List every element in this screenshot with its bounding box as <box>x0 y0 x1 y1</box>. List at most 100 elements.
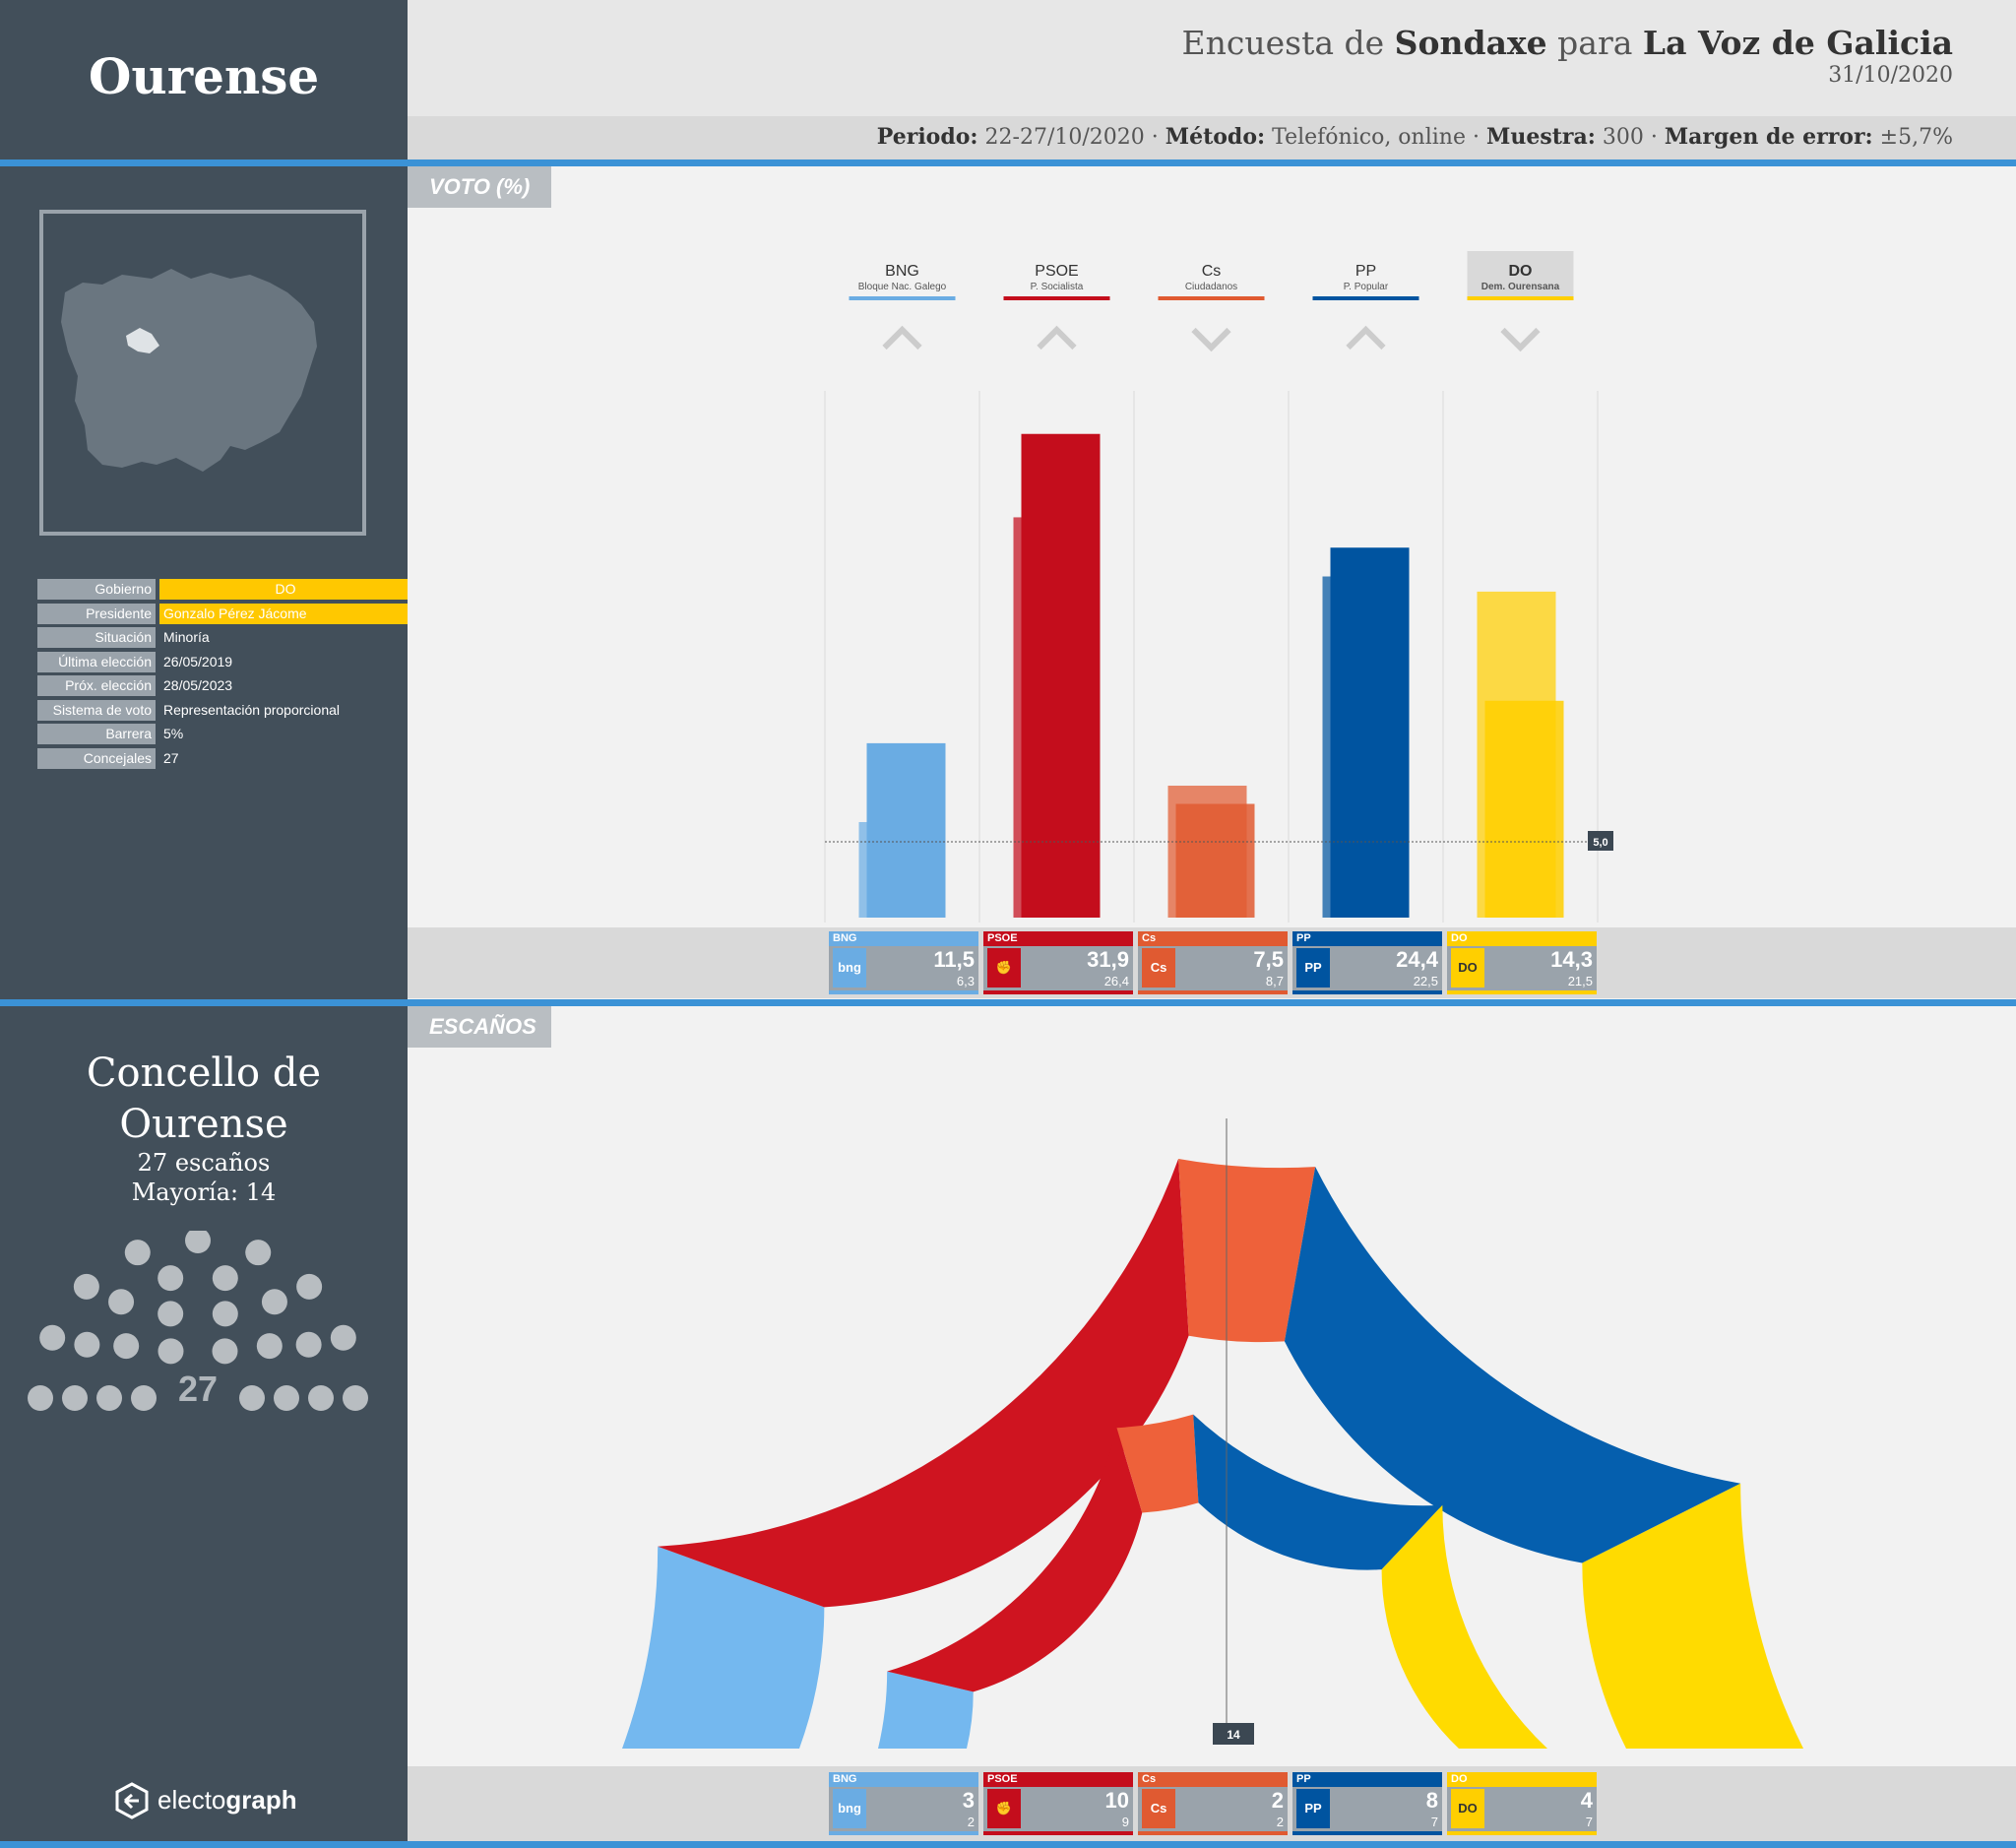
seat-dot <box>274 1385 299 1411</box>
seat-dot <box>343 1385 368 1411</box>
trend-up-icon <box>1037 325 1077 350</box>
majority-label: 14 <box>1227 1728 1240 1742</box>
party-subtitle: Dem. Ourensana <box>1481 282 1560 292</box>
seat-arc-inner-cs <box>1116 1414 1199 1513</box>
party-underline <box>849 296 956 300</box>
do-logo-icon: DO <box>1451 948 1484 988</box>
seat-dot <box>158 1265 184 1292</box>
seat-arc-inner-do <box>1381 1504 1547 1749</box>
party-subtitle: Bloque Nac. Galego <box>858 282 947 292</box>
poll-meta: Periodo: 22-27/10/2020 · Método: Telefón… <box>876 124 1953 150</box>
card-value: 2 <box>1271 1788 1284 1813</box>
card-party-label: PSOE <box>983 1772 1133 1787</box>
seat-dot <box>108 1289 135 1315</box>
info-label: Próx. elección <box>37 675 156 696</box>
seat-dot <box>39 1324 66 1351</box>
brand-name: electograph <box>158 1785 297 1816</box>
party-name: DO <box>1509 263 1533 280</box>
ourense-map-icon <box>61 269 317 472</box>
party-card-cs: Cs Cs 2 2 <box>1138 1772 1288 1835</box>
sidebar-chamber <box>0 1006 408 1841</box>
seat-hemicycle-chart: 14 <box>622 1118 1803 1749</box>
seat-dot <box>212 1338 238 1365</box>
pp-logo-icon: PP <box>1296 948 1330 988</box>
party-name: Cs <box>1202 263 1222 280</box>
card-value: 8 <box>1425 1788 1438 1813</box>
seat-dot <box>212 1265 238 1292</box>
seat-dot <box>308 1385 334 1411</box>
header: Encuesta de Sondaxe para La Voz de Galic… <box>408 0 2016 116</box>
card-previous-value: 8,7 <box>1265 974 1284 988</box>
trend-down-icon <box>1500 327 1541 352</box>
card-underline <box>1447 1831 1597 1835</box>
party-underline <box>1312 296 1419 300</box>
bar-current <box>1484 700 1564 918</box>
seat-dots-diagram: 27 <box>28 1231 368 1411</box>
meta-label: Periodo: <box>876 124 978 150</box>
pollster-name: Sondaxe <box>1394 24 1547 62</box>
chamber-title-line: Ourense <box>119 1102 288 1147</box>
meta-value: 22-27/10/2020 <box>984 125 1145 150</box>
card-underline <box>829 1831 978 1835</box>
chamber-total: 27 <box>178 1369 218 1409</box>
city-name: Ourense <box>88 47 320 105</box>
party-card-bng: BNG bng 3 2 <box>829 1772 978 1835</box>
cs-logo-icon: Cs <box>1142 1789 1175 1828</box>
party-name: PP <box>1355 263 1376 280</box>
seat-dot <box>96 1385 122 1411</box>
info-label: Barrera <box>37 724 156 744</box>
card-value: 31,9 <box>1087 947 1129 972</box>
info-value: 26/05/2019 <box>163 653 233 669</box>
divider <box>0 159 2016 166</box>
seat-dot <box>245 1240 272 1266</box>
card-party-label: BNG <box>829 1772 978 1787</box>
psoe-logo-icon: ✊ <box>987 948 1021 988</box>
card-party-label: DO <box>1447 1772 1597 1787</box>
seat-dot <box>113 1333 140 1360</box>
info-value: Minoría <box>163 629 210 645</box>
vote-bar-chart: BNG Bloque Nac. Galego PSOE P. Socialista Cs… <box>824 251 1613 923</box>
seat-dot <box>124 1240 151 1266</box>
seat-arc-inner-pp <box>1193 1414 1443 1570</box>
party-card-do: DO DO 4 7 <box>1447 1772 1597 1835</box>
card-previous-value: 7 <box>1585 1815 1593 1829</box>
seat-dot <box>295 1331 322 1358</box>
seat-dot <box>28 1385 53 1411</box>
seat-dot <box>212 1301 238 1327</box>
seat-dot <box>185 1231 211 1253</box>
card-party-label: Cs <box>1138 931 1288 946</box>
card-underline <box>983 990 1133 994</box>
card-previous-value: 2 <box>1276 1815 1284 1829</box>
chamber-title-line: Concello de <box>86 1051 322 1096</box>
info-label: Presidente <box>37 603 156 624</box>
info-value: Representación proporcional <box>163 701 340 718</box>
poll-title: Encuesta de Sondaxe para La Voz de Galic… <box>1182 24 1953 62</box>
card-underline <box>1138 1831 1288 1835</box>
media-name: La Voz de Galicia <box>1642 24 1953 62</box>
threshold-badge <box>1588 831 1613 851</box>
card-previous-value: 22,5 <box>1413 974 1438 988</box>
trend-down-icon <box>1191 327 1231 352</box>
party-card-bng: BNG bng 11,5 6,3 <box>829 931 978 994</box>
divider <box>0 999 2016 1006</box>
meta-value: Telefónico, online <box>1272 125 1466 150</box>
seat-arc-outer-cs <box>1178 1159 1316 1343</box>
info-label: Situación <box>37 627 156 648</box>
seat-arc-inner-bng <box>878 1671 974 1749</box>
province-map <box>39 210 366 536</box>
pp-logo-icon: PP <box>1296 1789 1330 1828</box>
info-value: 27 <box>163 749 179 766</box>
trend-up-icon <box>882 325 922 350</box>
party-subtitle: P. Popular <box>1344 282 1389 292</box>
card-party-label: PP <box>1292 1772 1442 1787</box>
seat-dot <box>239 1385 265 1411</box>
seat-arc-outer-psoe <box>658 1159 1189 1608</box>
party-name: BNG <box>885 263 919 280</box>
card-previous-value: 6,3 <box>956 974 975 988</box>
seat-dot <box>261 1289 287 1315</box>
trend-up-icon <box>1346 325 1386 350</box>
sidebar-header: Ourense <box>0 0 408 159</box>
seat-dot <box>256 1333 283 1360</box>
card-value: 24,4 <box>1396 947 1438 972</box>
card-party-label: BNG <box>829 931 978 946</box>
